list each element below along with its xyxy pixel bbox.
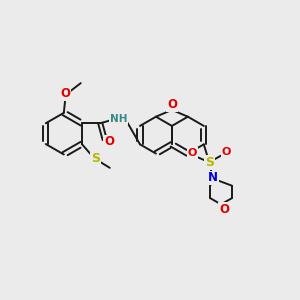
Text: NH: NH [110, 114, 128, 124]
Text: S: S [91, 152, 100, 165]
Text: O: O [60, 87, 70, 100]
Text: O: O [104, 136, 114, 148]
Text: S: S [205, 156, 214, 169]
Text: O: O [222, 147, 231, 157]
Text: O: O [188, 148, 197, 158]
Text: O: O [167, 98, 177, 111]
Text: N: N [208, 171, 218, 184]
Text: O: O [219, 203, 229, 216]
